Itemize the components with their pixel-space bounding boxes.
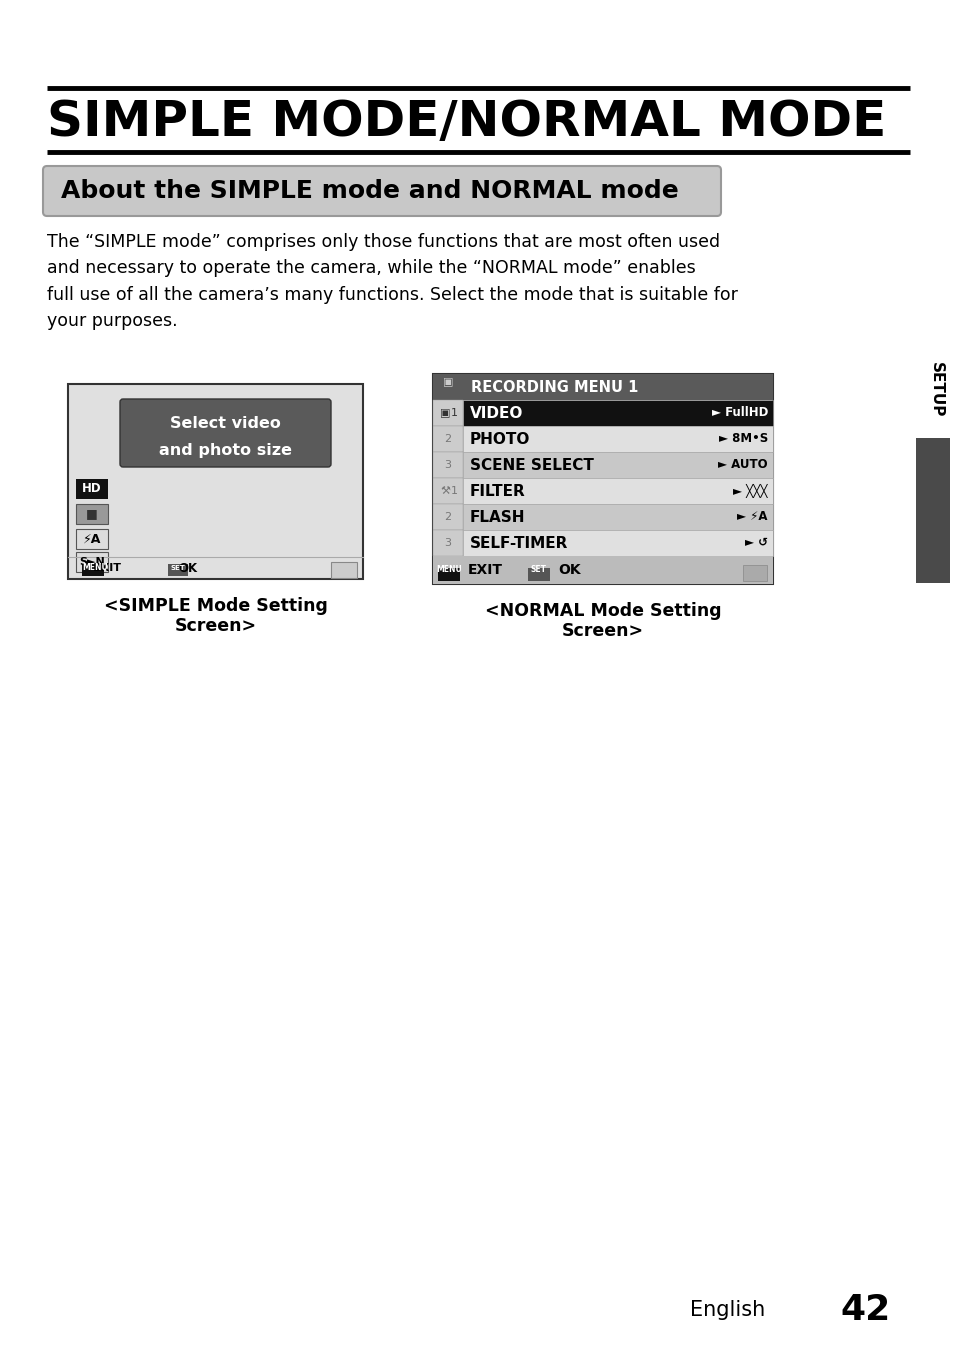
Bar [462,452,772,477]
Bar [433,374,772,584]
Text: SETUP: SETUP [927,362,943,418]
Bar [433,399,462,426]
Text: ► AUTO: ► AUTO [718,459,767,472]
Text: SIMPLE MODE/NORMAL MODE: SIMPLE MODE/NORMAL MODE [47,98,885,147]
Bar [68,385,363,578]
Text: ⚒: ⚒ [439,486,450,496]
Text: ■: ■ [86,507,98,521]
Text: ► ⚡A: ► ⚡A [737,511,767,523]
Text: The “SIMPLE mode” comprises only those functions that are most often used
and ne: The “SIMPLE mode” comprises only those f… [47,233,737,331]
Text: MENU: MENU [82,564,108,573]
Text: ► 8M•S: ► 8M•S [718,433,767,445]
Text: English: English [689,1301,764,1319]
Text: EXIT: EXIT [468,564,502,577]
Bar [331,562,356,578]
Bar [462,426,772,452]
Text: Screen>: Screen> [561,621,643,640]
Bar [915,438,949,582]
Bar [82,564,104,576]
Text: Screen>: Screen> [174,617,256,635]
Text: ⚡A: ⚡A [83,533,101,546]
Text: SCENE SELECT: SCENE SELECT [470,457,594,472]
Text: VIDEO: VIDEO [470,405,523,421]
Text: ► ╳╳╳: ► ╳╳╳ [733,484,767,498]
Bar [76,479,108,499]
Bar [433,477,462,504]
Text: Select video: Select video [170,417,280,432]
Text: ► ↺: ► ↺ [744,537,767,550]
Text: 3: 3 [444,460,451,469]
Bar [433,452,462,477]
Bar [462,530,772,555]
Bar [76,504,108,525]
Bar [433,426,462,452]
Bar [462,399,772,426]
Text: FLASH: FLASH [470,510,525,525]
Bar [168,564,188,576]
Text: MENU: MENU [436,565,461,574]
Text: ▣: ▣ [439,408,450,418]
FancyBboxPatch shape [120,399,331,467]
Text: 42: 42 [840,1293,889,1328]
Bar [527,568,550,581]
Bar [76,529,108,549]
FancyBboxPatch shape [43,165,720,217]
Bar [433,399,462,584]
Text: and photo size: and photo size [159,443,292,457]
Bar [462,477,772,504]
Bar [433,374,772,399]
Text: FILTER: FILTER [470,483,525,499]
Text: SELF-TIMER: SELF-TIMER [470,535,568,550]
Bar [742,565,766,581]
Text: EXIT: EXIT [92,564,121,573]
Text: SET: SET [531,565,546,574]
Text: <SIMPLE Mode Setting: <SIMPLE Mode Setting [104,597,327,615]
Text: ▣: ▣ [442,377,453,387]
Bar [433,555,772,584]
Text: PHOTO: PHOTO [470,432,530,447]
Bar [76,551,108,572]
Bar [462,504,772,530]
Text: OK: OK [558,564,580,577]
Bar [437,568,459,581]
Text: 2: 2 [444,434,451,444]
Text: 1: 1 [450,408,457,418]
Bar [433,530,462,555]
Text: OK: OK [178,561,197,574]
Text: 1: 1 [450,486,457,496]
Text: ► FullHD: ► FullHD [711,406,767,420]
Text: SET: SET [171,565,185,572]
Text: HD: HD [82,483,102,495]
Text: 3: 3 [444,538,451,547]
Bar [433,504,462,530]
Text: RECORDING MENU 1: RECORDING MENU 1 [471,379,638,394]
Text: <NORMAL Mode Setting: <NORMAL Mode Setting [484,603,720,620]
Text: S►N: S►N [79,557,105,568]
Text: About the SIMPLE mode and NORMAL mode: About the SIMPLE mode and NORMAL mode [61,179,678,203]
Text: 2: 2 [444,512,451,522]
